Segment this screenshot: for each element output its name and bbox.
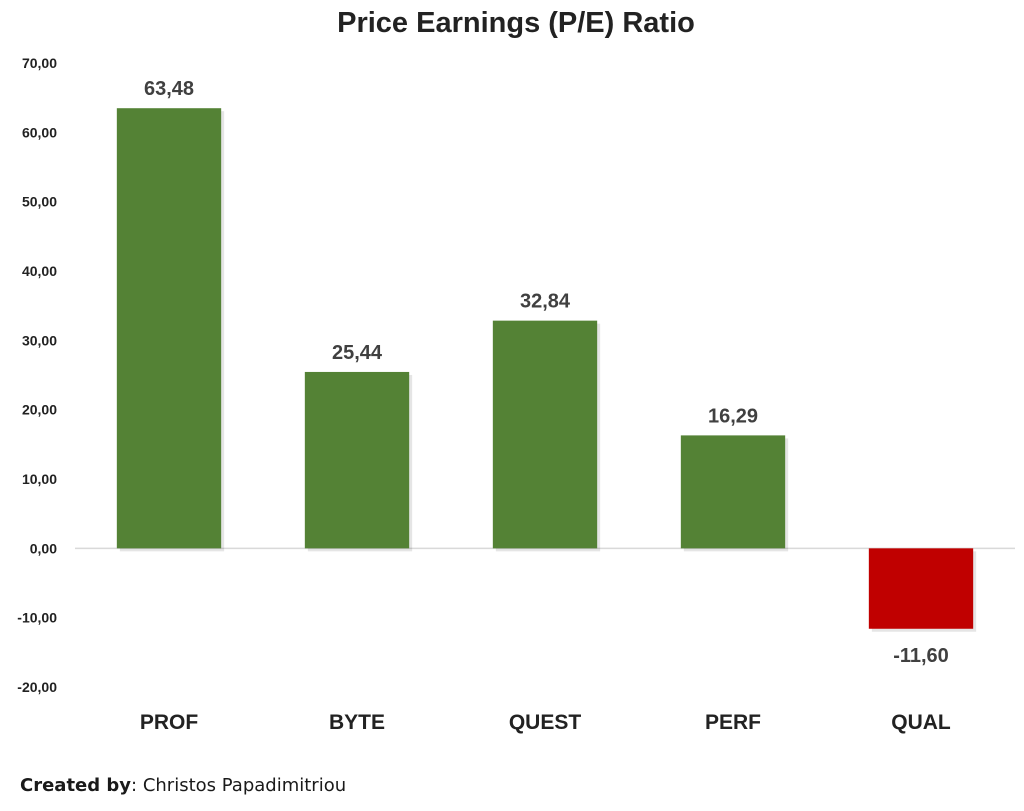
- credit-line: Created by: Christos Papadimitriou: [20, 775, 346, 796]
- y-tick-label: 50,00: [22, 194, 57, 210]
- data-label: 32,84: [520, 291, 571, 313]
- x-tick-label: QUAL: [891, 711, 951, 734]
- x-tick-label: PERF: [705, 711, 761, 734]
- y-tick-label: 0,00: [30, 540, 57, 556]
- y-tick-label: 10,00: [22, 471, 57, 487]
- bars: 63,48 25,44 32,84 16,29 -11,60: [116, 78, 977, 667]
- bar-perf: [680, 435, 786, 549]
- y-tick-label: 30,00: [22, 332, 57, 348]
- data-label: 16,29: [708, 405, 758, 427]
- credit-label: Created by: [20, 775, 132, 796]
- bar-prof: [116, 108, 222, 549]
- y-tick-label: 70,00: [22, 55, 57, 71]
- y-tick-label: -10,00: [17, 610, 57, 626]
- chart-title: Price Earnings (P/E) Ratio: [337, 7, 695, 39]
- x-tick-label: BYTE: [329, 711, 385, 734]
- y-axis: 70,00 60,00 50,00 40,00 30,00 20,00 10,00 0,00 -…: [17, 55, 57, 695]
- x-tick-label: QUEST: [509, 711, 582, 734]
- x-axis: PROF BYTE QUEST PERF QUAL: [140, 711, 951, 734]
- bar-qual: [868, 548, 974, 629]
- data-label: 25,44: [332, 342, 383, 364]
- bar-quest: [492, 320, 598, 549]
- data-label: 63,48: [144, 78, 194, 100]
- y-tick-label: 20,00: [22, 402, 57, 418]
- y-tick-label: 60,00: [22, 124, 57, 140]
- x-tick-label: PROF: [140, 711, 199, 734]
- y-tick-label: 40,00: [22, 263, 57, 279]
- y-tick-label: -20,00: [17, 679, 57, 695]
- data-label: -11,60: [893, 645, 949, 667]
- bar-byte: [304, 371, 410, 549]
- credit-author: : Christos Papadimitriou: [131, 775, 347, 796]
